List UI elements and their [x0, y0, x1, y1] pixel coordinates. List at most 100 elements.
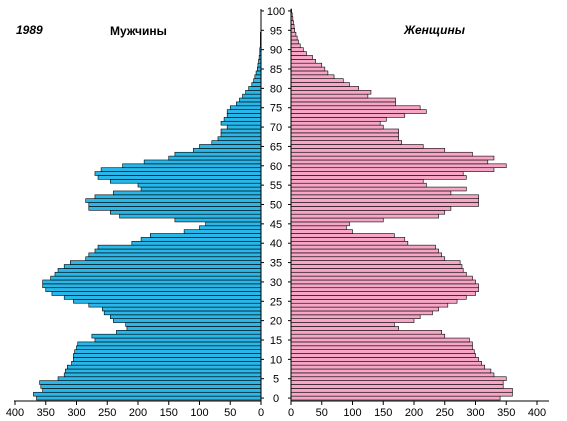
age-tick-label: 75: [270, 103, 282, 115]
female-bar-age-42: [290, 233, 395, 238]
age-tick-label: 65: [270, 141, 282, 153]
female-bar-age-7: [290, 368, 492, 374]
male-bar-age-78: [242, 93, 262, 99]
female-x-tick-label: 350: [497, 407, 515, 419]
female-bar-age-36: [290, 256, 446, 261]
female-bar-age-54: [290, 186, 467, 192]
male-bar-age-14: [77, 341, 262, 347]
male-bar-age-44: [199, 225, 262, 230]
male-bar-age-70: [226, 124, 262, 130]
x-tick-labels: 400 350 300 250 200 150 100 50 0 0 50 100 150 200 250 3…: [6, 401, 546, 419]
male-bar-age-7: [65, 368, 262, 374]
male-bar-age-48: [110, 210, 262, 215]
female-bar-age-55: [290, 182, 427, 188]
male-bar-age-46: [174, 217, 262, 223]
female-bar-age-32: [290, 271, 467, 277]
male-bar-age-12: [74, 349, 262, 354]
male-bar-age-9: [71, 360, 262, 366]
female-bar-age-10: [290, 357, 479, 362]
female-bar-age-71: [290, 120, 381, 126]
male-bar-age-4: [39, 380, 262, 385]
male-bar-age-61: [143, 159, 262, 165]
female-bar-age-20: [290, 318, 415, 323]
female-bar-age-11: [290, 353, 476, 358]
male-bar-age-0: [36, 395, 262, 401]
male-x-tick-label: 200: [129, 407, 147, 419]
female-bar-age-40: [290, 240, 409, 246]
female-bar-age-57: [290, 175, 467, 180]
age-tick-label: 5: [273, 374, 279, 386]
age-tick-label: 25: [270, 296, 282, 308]
male-bar-age-32: [54, 271, 262, 277]
female-bar-age-79: [290, 90, 372, 95]
male-bar-age-59: [100, 167, 262, 172]
male-bars-group: [33, 31, 262, 401]
female-x-tick-label: 50: [316, 407, 328, 419]
female-bar-age-9: [290, 360, 482, 366]
female-x-tick-label: 150: [374, 407, 392, 419]
female-bar-age-15: [290, 337, 470, 343]
female-bar-age-51: [290, 198, 479, 203]
male-bar-age-36: [85, 256, 262, 261]
female-bar-age-2: [290, 388, 513, 393]
male-bar-age-39: [97, 244, 262, 250]
female-bar-age-0: [290, 395, 501, 401]
male-bar-age-51: [85, 198, 262, 203]
male-bar-age-13: [76, 345, 262, 350]
male-x-tick-label: 300: [67, 407, 85, 419]
male-bar-age-34: [63, 264, 262, 269]
female-bar-age-45: [290, 221, 350, 227]
female-bar-age-4: [290, 380, 504, 385]
female-bar-age-63: [290, 151, 473, 157]
female-bar-age-6: [290, 372, 495, 378]
male-x-tick-label: 400: [6, 407, 24, 419]
male-bar-age-27: [51, 291, 262, 296]
male-title: Мужчины: [110, 24, 167, 38]
female-bar-age-92: [290, 39, 299, 45]
female-bar-age-37: [290, 252, 442, 258]
male-bar-age-30: [42, 279, 262, 285]
male-bar-age-26: [63, 295, 262, 300]
male-bar-age-23: [102, 306, 262, 312]
female-x-tick-label: 0: [288, 407, 294, 419]
male-bar-age-71: [220, 120, 262, 126]
male-bar-age-65: [199, 144, 262, 149]
male-bar-age-68: [220, 132, 262, 138]
male-bar-age-50: [88, 202, 262, 207]
age-tick-labels: 0 5 10 15 20 25 30 35 40 45 50 55 60 65 70 75 80 85 90 95 10…: [261, 6, 291, 405]
female-bar-age-76: [290, 101, 396, 107]
female-bar-age-65: [290, 144, 424, 149]
female-bar-age-75: [290, 105, 421, 110]
female-bar-age-94: [290, 31, 297, 37]
female-bar-age-82: [290, 78, 344, 83]
female-bar-age-62: [290, 155, 495, 161]
female-bar-age-80: [290, 86, 359, 91]
male-bar-age-81: [251, 82, 262, 87]
age-tick-label: 70: [270, 122, 282, 134]
female-bar-age-95: [290, 28, 295, 33]
male-bar-age-79: [245, 90, 262, 95]
male-bar-age-54: [140, 186, 262, 192]
female-bar-age-49: [290, 206, 452, 211]
male-bar-age-16: [91, 333, 262, 339]
female-x-tick-label: 400: [528, 407, 546, 419]
female-bar-age-74: [290, 109, 427, 114]
female-bar-age-85: [290, 66, 326, 72]
age-tick-label: 40: [270, 238, 282, 250]
female-bar-age-29: [290, 283, 479, 289]
female-bar-age-21: [290, 314, 421, 319]
male-bar-age-40: [131, 240, 262, 246]
male-bar-age-75: [229, 105, 262, 110]
age-tick-label: 100: [267, 6, 285, 18]
female-bar-age-30: [290, 279, 476, 285]
female-bar-age-88: [290, 55, 313, 60]
age-tick-label: 50: [270, 200, 282, 212]
male-bar-age-74: [226, 109, 262, 114]
female-bar-age-84: [290, 70, 329, 76]
male-bar-age-17: [116, 330, 262, 335]
female-bar-age-27: [290, 291, 476, 296]
male-bar-age-69: [220, 128, 262, 134]
female-bar-age-8: [290, 364, 486, 370]
female-bar-age-61: [290, 159, 489, 165]
